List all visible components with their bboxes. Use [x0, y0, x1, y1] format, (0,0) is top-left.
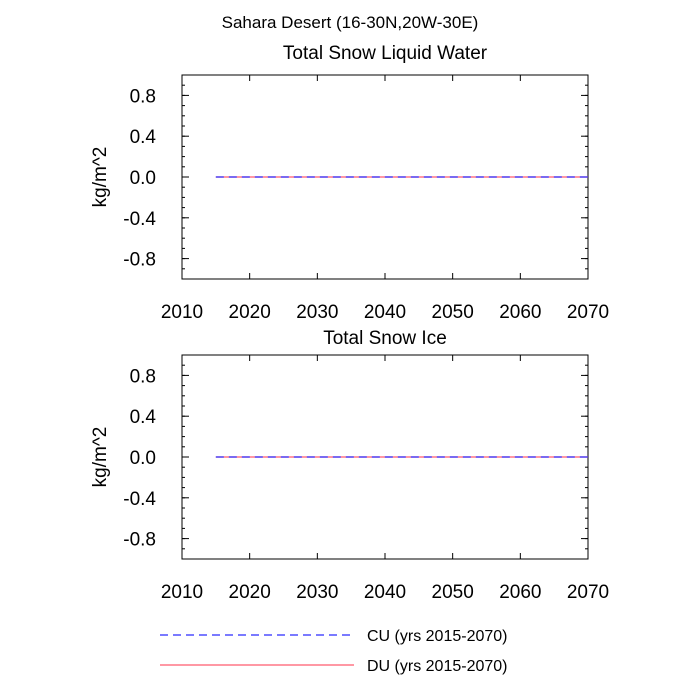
x-tick-label: 2070 [567, 582, 609, 603]
y-tick-label: -0.8 [123, 530, 156, 551]
y-tick-label: 0.0 [130, 168, 156, 189]
x-tick-label: 2040 [364, 582, 406, 603]
panel-title: Total Snow Ice [323, 328, 447, 349]
x-tick-label: 2060 [499, 302, 541, 323]
x-tick-label: 2030 [296, 582, 338, 603]
legend: CU (yrs 2015-2070) DU (yrs 2015-2070) [160, 628, 508, 675]
x-tick-label: 2070 [567, 302, 609, 323]
y-tick-label: -0.4 [123, 209, 156, 230]
x-tick-label: 2040 [364, 302, 406, 323]
legend-label-du: DU (yrs 2015-2070) [367, 658, 508, 675]
x-tick-label: 2020 [229, 582, 271, 603]
x-tick-label: 2030 [296, 302, 338, 323]
y-tick-label: 0.0 [130, 448, 156, 469]
panel-total-snow-ice: Total Snow Ice 2010 2020 2030 2040 2050 2060 20… [90, 328, 609, 603]
y-axis-title: kg/m^2 [90, 427, 111, 488]
x-tick-label: 2020 [229, 302, 271, 323]
x-tick-label: 2060 [499, 582, 541, 603]
panel-total-snow-liquid-water: Total Snow Liquid Water 2010 2020 2030 2040 2… [90, 43, 609, 323]
legend-label-cu: CU (yrs 2015-2070) [367, 628, 508, 645]
x-tick-label: 2050 [432, 582, 474, 603]
x-tick-label: 2050 [432, 302, 474, 323]
x-tick-label: 2010 [161, 582, 203, 603]
y-tick-label: 0.8 [130, 366, 156, 387]
y-axis-title: kg/m^2 [90, 147, 111, 208]
figure-title: Sahara Desert (16-30N,20W-30E) [222, 13, 479, 32]
panel-title: Total Snow Liquid Water [283, 43, 488, 64]
y-tick-label: 0.4 [130, 127, 157, 148]
y-tick-label: -0.8 [123, 250, 156, 271]
y-tick-label: 0.4 [130, 407, 157, 428]
x-tick-label: 2010 [161, 302, 203, 323]
y-tick-label: -0.4 [123, 489, 156, 510]
y-tick-label: 0.8 [130, 86, 156, 107]
